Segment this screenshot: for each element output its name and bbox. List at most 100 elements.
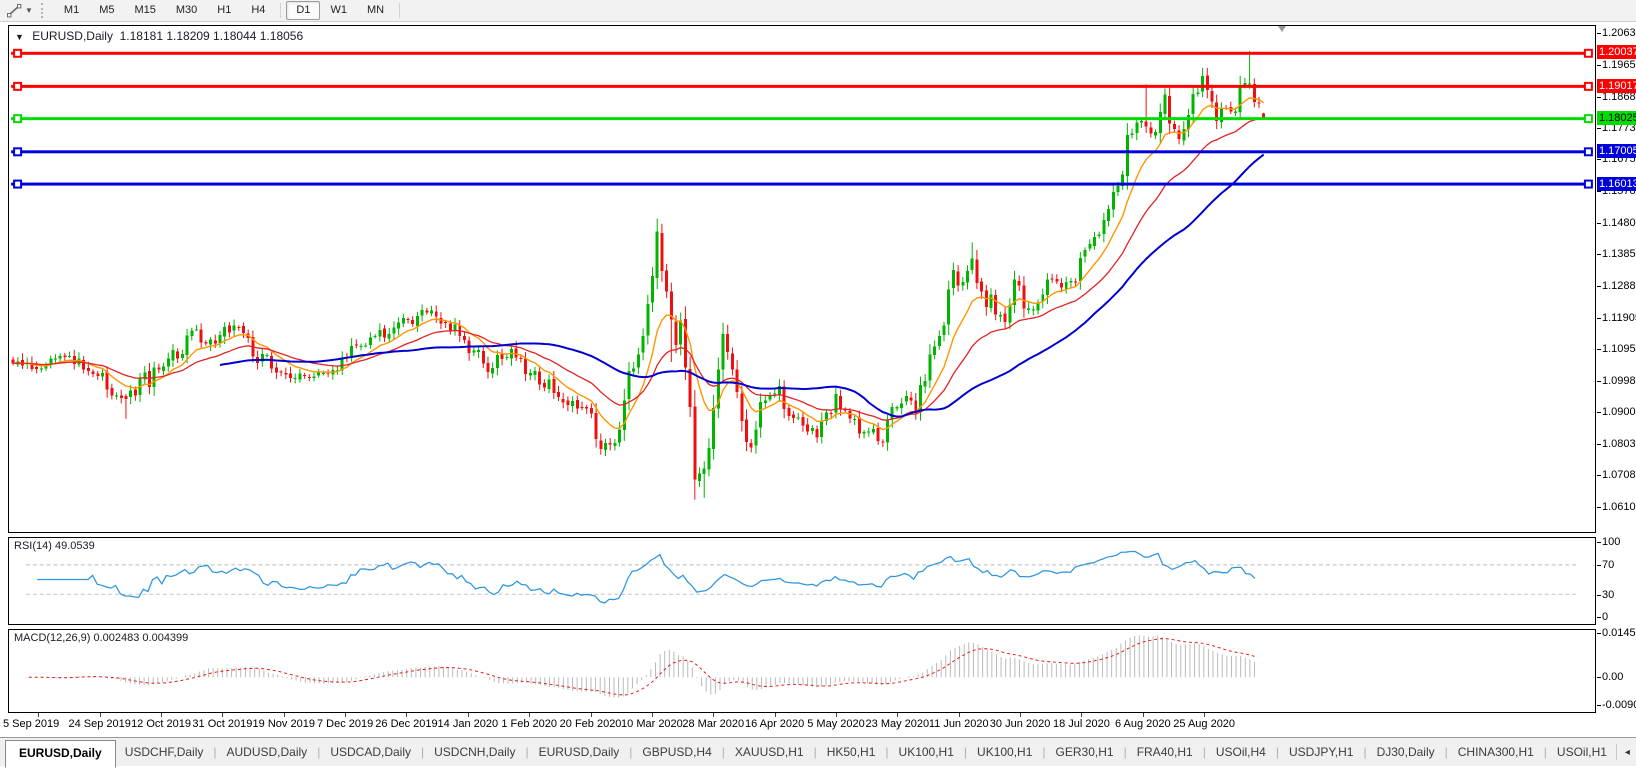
tab-eurusd-daily[interactable]: EURUSD,Daily — [5, 740, 116, 768]
hline-1.18025[interactable] — [11, 114, 1593, 124]
timeframe-button-w1[interactable]: W1 — [330, 4, 347, 16]
chart-ohlc-values: 1.18181 1.18209 1.18044 1.18056 — [119, 29, 304, 43]
hline-handle[interactable] — [1583, 179, 1593, 189]
timeframe-button-d1[interactable]: D1 — [286, 1, 321, 20]
tab-separator: | — [629, 745, 633, 759]
tab-fra40-h1[interactable]: FRA40,H1 — [1136, 745, 1193, 759]
timeframe-button-m15[interactable]: M15 — [134, 4, 156, 16]
price-chart-canvas[interactable] — [9, 26, 1595, 532]
hline-handle[interactable] — [1583, 114, 1593, 124]
tool-dropdown-caret-icon[interactable]: ▼ — [25, 6, 33, 15]
date-tick — [345, 713, 347, 717]
ma-mid-line[interactable] — [13, 117, 1264, 421]
date-tick-label: 12 Oct 2019 — [131, 718, 191, 730]
date-tick — [713, 713, 715, 717]
hline-price-tag: 1.19017 — [1597, 78, 1636, 93]
ma-slow-line[interactable] — [219, 153, 1265, 418]
date-tick-label: 23 May 2020 — [865, 718, 930, 730]
tab-usdjpy-h1[interactable]: USDJPY,H1 — [1288, 745, 1354, 759]
price-tick-label: 1.09005 — [1597, 406, 1636, 418]
macd-canvas[interactable] — [9, 630, 1595, 712]
hline-1.20037[interactable] — [11, 48, 1593, 58]
timeframe-button-mn[interactable]: MN — [366, 4, 385, 16]
tab-usdcad-daily[interactable]: USDCAD,Daily — [330, 745, 411, 759]
chart-shift-marker[interactable] — [1278, 26, 1286, 32]
date-tick — [99, 713, 101, 717]
chart-title-caret-icon[interactable]: ▼ — [15, 32, 24, 42]
hline-handle[interactable] — [13, 114, 23, 124]
date-tick — [222, 713, 224, 717]
tab-eurusd-daily[interactable]: EURUSD,Daily — [538, 745, 620, 759]
hline-1.16013[interactable] — [11, 179, 1593, 189]
tab-separator: | — [1202, 745, 1206, 759]
date-tick-label: 26 Dec 2019 — [375, 718, 438, 730]
tab-usdcnh-daily[interactable]: USDCNH,Daily — [434, 745, 516, 759]
price-chart-panel[interactable]: ▼ EURUSD,Daily 1.18181 1.18209 1.18044 1… — [8, 25, 1596, 533]
tab-audusd-daily[interactable]: AUDUSD,Daily — [226, 745, 308, 759]
tab-separator: | — [1042, 745, 1046, 759]
timeframe-button-h1[interactable]: H1 — [217, 4, 232, 16]
date-tick-label: 7 Dec 2019 — [316, 718, 374, 730]
tab-scroll-left-icon[interactable]: ◂ — [1624, 746, 1630, 758]
line-studies-icon[interactable] — [6, 3, 23, 18]
timeframe-toolbar: ▼ M1 M5 M15 M30 H1 H4 D1 W1 MN — [0, 0, 1636, 22]
rsi-line — [37, 550, 1256, 604]
tab-scroll-controls: ◂▸ — [1615, 744, 1636, 760]
rsi-tick-label: 0 — [1596, 611, 1609, 623]
hline-handle[interactable] — [13, 81, 23, 91]
date-tick — [529, 713, 531, 717]
chart-symbol: EURUSD,Daily — [32, 29, 113, 43]
hline-price-tag: 1.18025 — [1597, 111, 1636, 125]
tab-usdchf-daily[interactable]: USDCHF,Daily — [124, 745, 204, 759]
date-tick — [897, 713, 899, 717]
macd-panel[interactable]: MACD(12,26,9) 0.002483 0.004399 — [8, 629, 1596, 713]
date-tick — [590, 713, 592, 717]
hline-1.19017[interactable] — [11, 81, 1593, 91]
tab-gbpusd-h4[interactable]: GBPUSD,H4 — [642, 745, 712, 759]
timeframe-button-m30[interactable]: M30 — [175, 4, 198, 16]
timeframe-button-h4[interactable]: H4 — [251, 4, 266, 16]
hline-handle[interactable] — [1583, 48, 1593, 58]
tab-ger30-h1[interactable]: GER30,H1 — [1055, 745, 1114, 759]
tab-separator: | — [213, 745, 217, 759]
hline-handle[interactable] — [13, 147, 23, 157]
hline-handle[interactable] — [1583, 81, 1593, 91]
timeframe-button-m1[interactable]: M1 — [63, 4, 80, 16]
price-tick-label: 1.07080 — [1597, 469, 1636, 481]
hline-1.17005[interactable] — [11, 147, 1593, 157]
macd-signal-line — [28, 638, 1255, 696]
tab-uk100-h1[interactable]: UK100,H1 — [977, 745, 1033, 759]
hline-handle[interactable] — [1583, 147, 1593, 157]
price-tick-label: 1.06105 — [1597, 501, 1636, 513]
hline-handle[interactable] — [13, 48, 23, 58]
ma-fast-line[interactable] — [13, 97, 1265, 431]
rsi-canvas[interactable] — [9, 538, 1595, 624]
toolbar-grip — [40, 3, 47, 18]
hline-price-tag: 1.17005 — [1597, 144, 1636, 159]
tab-separator: | — [525, 745, 529, 759]
date-tick-label: 1 Feb 2020 — [501, 718, 558, 730]
tab-separator: | — [1123, 745, 1127, 759]
hline-price-tag: 1.16013 — [1597, 176, 1636, 191]
hline-handle[interactable] — [13, 179, 23, 189]
tab-uk100-h1[interactable]: UK100,H1 — [898, 745, 954, 759]
tab-china300-h1[interactable]: CHINA300,H1 — [1457, 745, 1534, 759]
toolbar-separator — [399, 3, 401, 18]
timeframe-button-m5[interactable]: M5 — [99, 4, 115, 16]
date-tick — [283, 713, 285, 717]
tab-dj30-daily[interactable]: DJ30,Daily — [1376, 745, 1435, 759]
rsi-label: RSI(14) 49.0539 — [14, 540, 95, 552]
hline-price-tag: 1.20037 — [1597, 45, 1636, 60]
date-tick-label: 5 Sep 2019 — [3, 718, 60, 730]
date-tick-label: 19 Nov 2019 — [252, 718, 315, 730]
chart-title: ▼ EURUSD,Daily 1.18181 1.18209 1.18044 1… — [15, 29, 303, 43]
tab-hk50-h1[interactable]: HK50,H1 — [826, 745, 876, 759]
tab-usoil-h1[interactable]: USOil,H1 — [1556, 745, 1607, 759]
date-tick — [467, 713, 469, 717]
date-tick-label: 20 Feb 2020 — [559, 718, 622, 730]
rsi-panel[interactable]: RSI(14) 49.0539 — [8, 537, 1596, 625]
tab-usoil-h4[interactable]: USOil,H4 — [1215, 745, 1266, 759]
price-tick-label: 1.08030 — [1597, 438, 1636, 450]
tab-xauusd-h1[interactable]: XAUUSD,H1 — [734, 745, 804, 759]
